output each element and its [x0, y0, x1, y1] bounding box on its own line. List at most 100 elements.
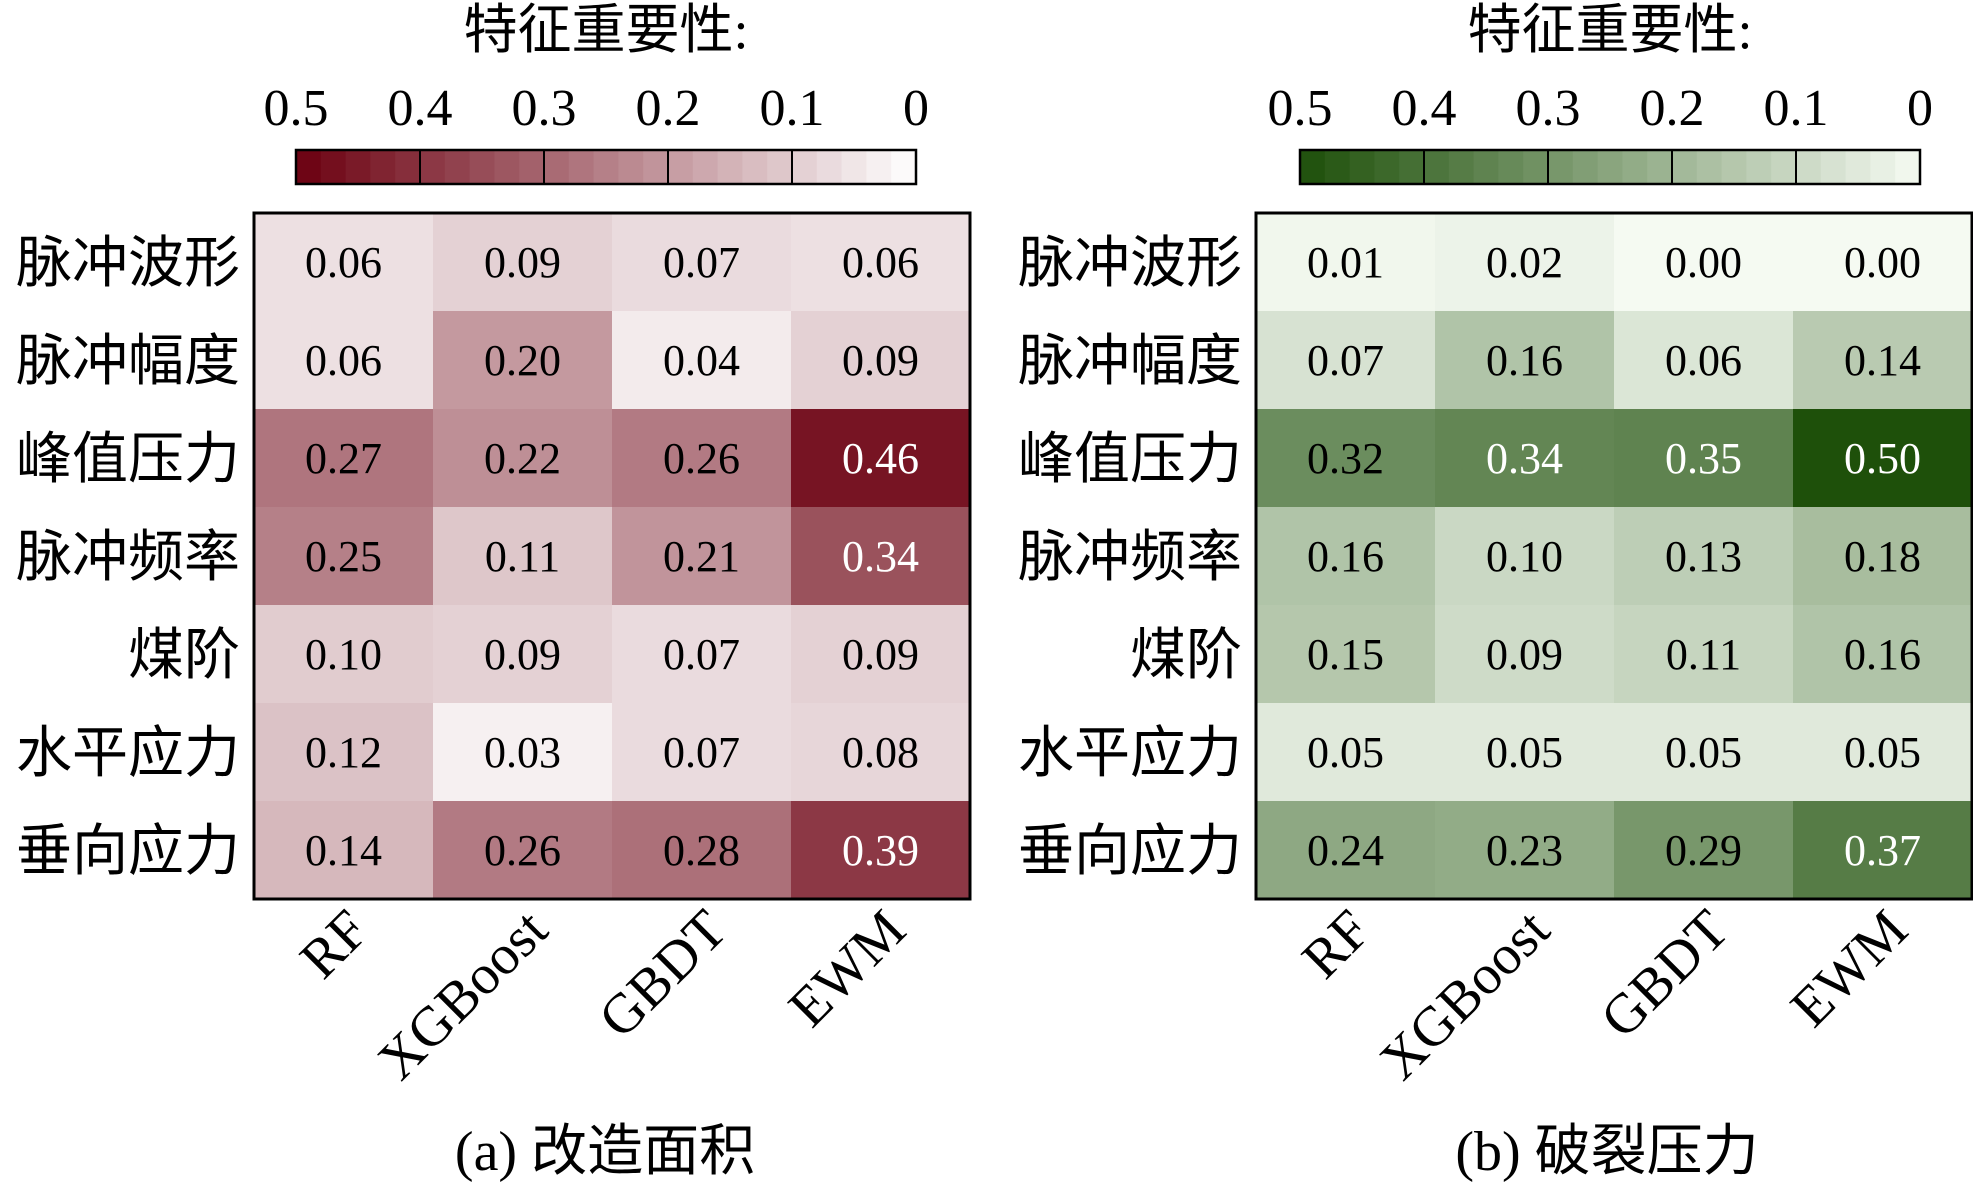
colorbar-segment — [1870, 150, 1896, 184]
cell-value-label: 0.06 — [842, 238, 919, 287]
panel-a: 特征重要性:0.5 0.4 0.3 0.2 0.1 00.06 0.09 0.07 0.060.… — [16, 0, 972, 1183]
colorbar-segment — [1895, 150, 1921, 184]
heatmap-cell — [612, 703, 792, 802]
heatmap-cell — [254, 213, 434, 312]
colorbar-segment — [816, 150, 843, 184]
cell-value-label: 0.15 — [1307, 630, 1384, 679]
cell-value-label: 0.04 — [663, 336, 740, 385]
heatmap-cell — [612, 605, 792, 704]
heatmap-cell — [612, 507, 792, 606]
colorbar-segment — [643, 150, 669, 184]
heatmap-cell — [1435, 507, 1615, 606]
colorbar-tick-label: 0.3 — [512, 80, 577, 137]
heatmap-cell — [254, 605, 434, 704]
heatmap-cell — [1435, 605, 1615, 704]
colorbar-segment — [792, 150, 818, 184]
cell-value-label: 0.09 — [484, 630, 561, 679]
colorbar-segment — [544, 150, 570, 184]
heatmap-cell — [1614, 409, 1794, 508]
row-label: 脉冲频率 — [16, 527, 240, 589]
heatmap-cell — [612, 213, 792, 312]
cell-value-label: 0.05 — [1844, 728, 1921, 777]
cell-value-label: 0.25 — [305, 532, 382, 581]
row-label: 脉冲频率 — [1018, 527, 1242, 589]
colorbar-border — [294, 148, 918, 186]
row-label: 峰值压力 — [1018, 429, 1242, 491]
cell-value-label: 0.05 — [1307, 728, 1384, 777]
cell-value-label: 0.16 — [1844, 630, 1921, 679]
heatmap-cell — [1435, 213, 1615, 312]
cell-value-label: 0.29 — [1665, 826, 1742, 875]
colorbar-segment — [1498, 150, 1524, 184]
cell-value-label: 0.27 — [305, 434, 382, 483]
row-label: 脉冲波形 — [16, 233, 240, 295]
heatmap-cell — [1435, 409, 1615, 508]
panel-caption: (a) 改造面积 — [455, 1121, 755, 1183]
colorbar-segment — [1845, 150, 1871, 184]
colorbar-tick-label: 0.5 — [1268, 80, 1333, 137]
colorbar-segment — [420, 150, 446, 184]
heatmap-cell — [254, 409, 434, 508]
heatmap-cell — [612, 409, 792, 508]
cell-value-label: 0.09 — [484, 238, 561, 287]
column-label: XGBoost — [366, 898, 560, 1092]
cell-value-label: 0.39 — [842, 826, 919, 875]
cell-value-label: 0.06 — [1665, 336, 1742, 385]
colorbar-segment — [891, 150, 917, 184]
heatmap-cell — [433, 605, 613, 704]
colorbar-segment — [568, 150, 595, 184]
colorbar-segment — [717, 150, 743, 184]
colorbar-segment — [866, 150, 892, 184]
heatmap-cell — [1614, 605, 1794, 704]
cell-value-label: 0.26 — [663, 434, 740, 483]
heatmap-cell — [612, 311, 792, 410]
colorbar-segment — [618, 150, 644, 184]
cell-value-label: 0.22 — [484, 434, 561, 483]
heatmap-cell — [1793, 213, 1973, 312]
colorbar-segment — [1597, 150, 1623, 184]
cell-value-label: 0.14 — [305, 826, 382, 875]
colorbar-segment — [1622, 150, 1648, 184]
cell-value-label: 0.46 — [842, 434, 919, 483]
heatmap-cell — [1256, 409, 1436, 508]
panel-caption: (b) 破裂压力 — [1455, 1121, 1758, 1183]
heatmap-border — [252, 211, 972, 901]
heatmap-cell — [612, 801, 792, 900]
colorbar-segment — [320, 150, 347, 184]
heatmap-cell — [1793, 703, 1973, 802]
cell-value-label: 0.20 — [484, 336, 561, 385]
column-label: RF — [288, 898, 380, 990]
colorbar-segment — [1746, 150, 1772, 184]
heatmap-cell — [433, 311, 613, 410]
row-label: 水平应力 — [1018, 723, 1242, 785]
cell-value-label: 0.09 — [1486, 630, 1563, 679]
heatmap-cell — [1793, 801, 1973, 900]
heatmap-cell — [1256, 801, 1436, 900]
heatmap-cell — [1793, 409, 1973, 508]
heatmap-cell — [433, 213, 613, 312]
colorbar — [294, 148, 918, 186]
colorbar-segment — [593, 150, 619, 184]
heatmap-cell — [1256, 703, 1436, 802]
heatmap-cell — [1793, 507, 1973, 606]
heatmap-cell — [791, 213, 971, 312]
cell-value-label: 0.09 — [842, 630, 919, 679]
cell-value-label: 0.03 — [484, 728, 561, 777]
colorbar-segment — [1523, 150, 1549, 184]
cell-value-label: 0.14 — [1844, 336, 1921, 385]
colorbar-segment — [494, 150, 520, 184]
colorbar-tick-label: 0.5 — [264, 80, 329, 137]
column-label: EWM — [777, 898, 918, 1039]
heatmap-cell — [1256, 507, 1436, 606]
colorbar-segment — [1647, 150, 1673, 184]
colorbar-border — [1298, 148, 1922, 186]
cell-value-label: 0.12 — [305, 728, 382, 777]
colorbar-tick-label: 0 — [903, 80, 929, 137]
colorbar-segment — [767, 150, 793, 184]
heatmap-cell — [791, 507, 971, 606]
colorbar-segment — [395, 150, 421, 184]
heatmap-cell — [1256, 213, 1436, 312]
cell-value-label: 0.00 — [1665, 238, 1742, 287]
cell-value-label: 0.16 — [1486, 336, 1563, 385]
colorbar-segment — [841, 150, 867, 184]
